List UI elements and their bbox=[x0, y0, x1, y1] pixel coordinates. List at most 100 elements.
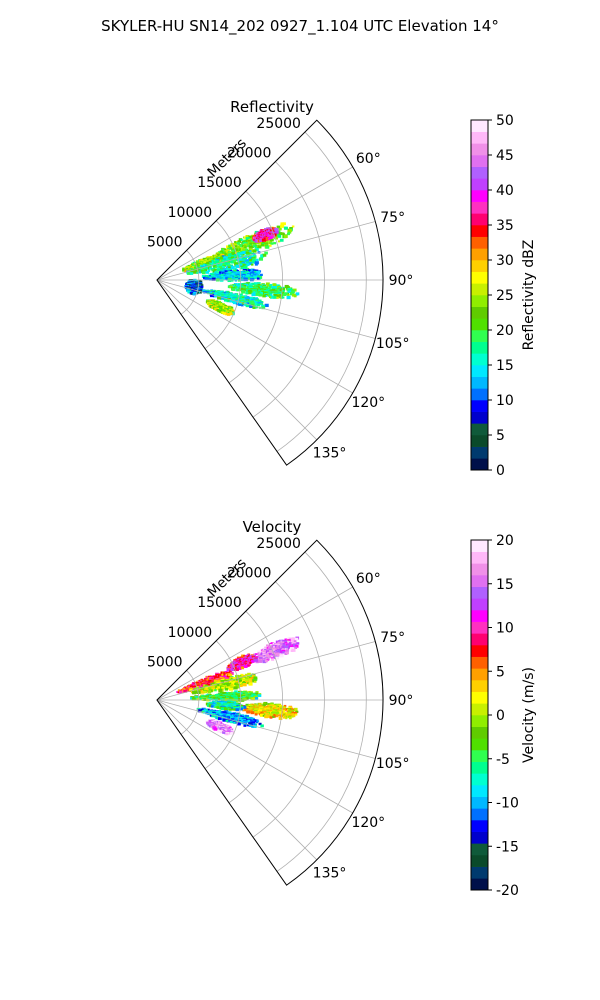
echo-gate bbox=[251, 697, 256, 701]
echo-gate bbox=[287, 294, 290, 297]
echo-gate bbox=[224, 312, 229, 316]
echo-gate bbox=[257, 654, 262, 658]
echo-gate bbox=[281, 646, 286, 650]
echo-gate bbox=[222, 692, 227, 696]
echo-gate bbox=[286, 288, 290, 292]
echo-gate bbox=[224, 687, 229, 691]
echo-gate bbox=[230, 243, 235, 247]
echo-gate bbox=[263, 654, 267, 657]
echo-gate bbox=[257, 652, 261, 655]
echo-gate bbox=[220, 296, 225, 300]
echo-gate bbox=[248, 302, 253, 306]
echo-gate bbox=[243, 277, 248, 282]
colorbar-tick-label: 30 bbox=[496, 253, 514, 269]
range-ring bbox=[276, 131, 367, 452]
echo-gate bbox=[232, 278, 236, 281]
colorbar-tick-label: 0 bbox=[496, 463, 505, 479]
echo-gate bbox=[201, 290, 205, 292]
echo-gate bbox=[212, 270, 216, 274]
echo-gate bbox=[282, 716, 286, 719]
echo-gate bbox=[251, 252, 254, 255]
azimuth-spoke bbox=[156, 699, 353, 814]
echo-gate bbox=[257, 287, 261, 290]
range-ring bbox=[180, 670, 200, 735]
range-ring bbox=[228, 610, 283, 804]
echo-gate bbox=[235, 248, 240, 252]
echo-gate bbox=[210, 273, 213, 276]
colorbar-segment bbox=[471, 855, 488, 867]
echo-gate bbox=[269, 283, 273, 287]
echo-gate bbox=[270, 657, 274, 660]
echo-gate bbox=[267, 294, 271, 297]
echo-gate bbox=[246, 695, 251, 699]
echo-gate bbox=[177, 691, 180, 694]
echo-gate bbox=[252, 257, 256, 261]
echo-gate bbox=[292, 288, 297, 292]
panel-title: Reflectivity bbox=[230, 98, 314, 116]
echo-gate bbox=[209, 291, 213, 295]
echo-gate bbox=[239, 707, 243, 711]
echo-gate bbox=[210, 255, 215, 260]
azimuth-spoke bbox=[156, 279, 353, 394]
echo-gate bbox=[288, 639, 292, 642]
echo-gate bbox=[273, 232, 277, 235]
echo-gate bbox=[202, 291, 205, 294]
echo-gate bbox=[222, 731, 226, 734]
echo-gate bbox=[255, 248, 259, 252]
echo-gate bbox=[213, 268, 217, 272]
echo-gate bbox=[224, 262, 229, 266]
echo-gate bbox=[284, 638, 288, 641]
echo-gate bbox=[270, 242, 274, 245]
echo-gate bbox=[207, 690, 212, 693]
colorbar-segment bbox=[471, 575, 488, 587]
echo-gate bbox=[257, 694, 262, 698]
echo-gate bbox=[251, 286, 256, 290]
echo-gate bbox=[245, 292, 249, 295]
echo-gate bbox=[249, 296, 254, 301]
echo-gate bbox=[278, 716, 283, 720]
echo-cell bbox=[226, 653, 259, 672]
echo-gate bbox=[251, 282, 255, 286]
echo-gate bbox=[238, 699, 241, 702]
echo-gate bbox=[273, 713, 276, 716]
echo-gate bbox=[280, 708, 283, 711]
echo-gate bbox=[192, 267, 195, 270]
echo-gate bbox=[264, 251, 268, 255]
echo-gate bbox=[278, 711, 282, 714]
echo-gate bbox=[272, 283, 277, 287]
echo-gate bbox=[211, 272, 216, 276]
range-tick-label: 10000 bbox=[168, 625, 213, 641]
echo-gate bbox=[231, 249, 236, 253]
echo-gate bbox=[245, 303, 250, 308]
echo-gate bbox=[231, 732, 234, 735]
echo-gate bbox=[273, 229, 277, 232]
echo-gate bbox=[247, 250, 252, 254]
colorbar-tick-label: 0 bbox=[496, 708, 505, 724]
echo-gate bbox=[215, 268, 218, 271]
echo-gate bbox=[227, 279, 232, 283]
echo-gate bbox=[229, 716, 233, 720]
colorbar-segment bbox=[471, 353, 488, 366]
colorbar-segment bbox=[471, 295, 488, 307]
echo-gate bbox=[215, 294, 220, 298]
echo-gate bbox=[294, 713, 298, 716]
azimuth-spoke bbox=[156, 279, 376, 339]
echo-gate bbox=[233, 275, 239, 279]
echo-gate bbox=[278, 232, 283, 236]
echo-gate bbox=[277, 714, 281, 717]
echo-gate bbox=[229, 312, 233, 315]
colorbar-tick-label: 5 bbox=[496, 664, 505, 680]
echo-gate bbox=[274, 230, 279, 234]
echo-gate bbox=[232, 260, 236, 263]
echo-gate bbox=[258, 709, 263, 713]
echo-gate bbox=[259, 286, 263, 289]
echo-gate bbox=[245, 261, 249, 264]
echo-gate bbox=[253, 276, 257, 280]
echo-gate bbox=[229, 300, 232, 303]
echo-gate bbox=[237, 260, 242, 265]
echo-gate bbox=[242, 275, 246, 278]
echo-gate bbox=[242, 250, 247, 255]
echo-gate bbox=[187, 271, 191, 275]
echo-gate bbox=[255, 292, 260, 296]
colorbar-tick-label: -15 bbox=[496, 839, 519, 855]
